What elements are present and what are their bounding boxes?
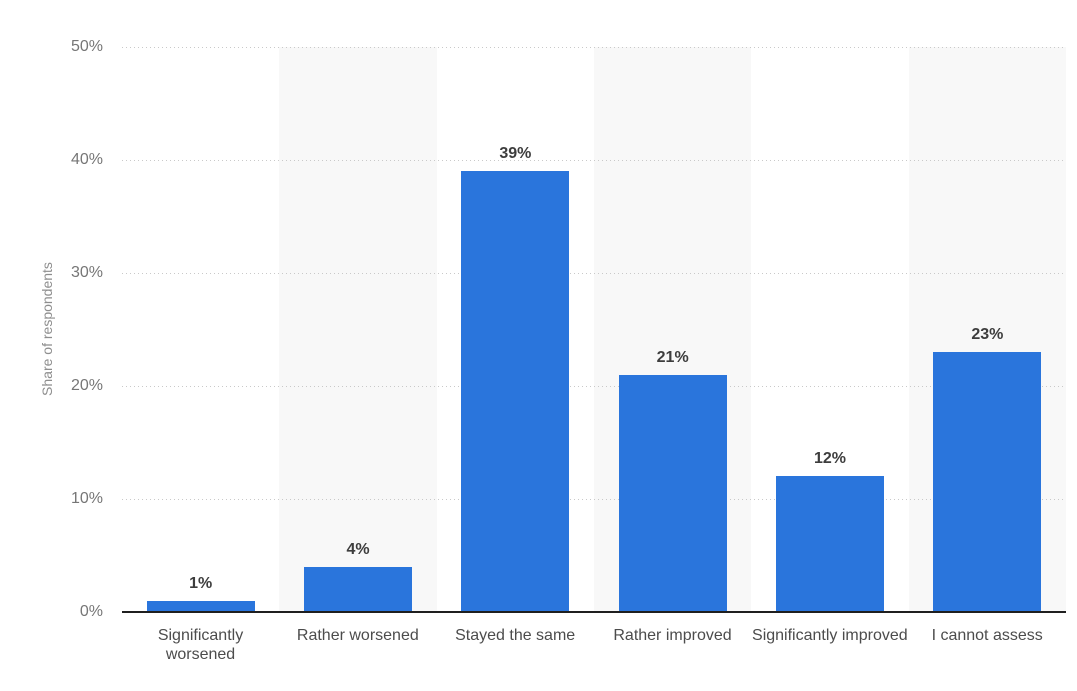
x-category-label: Rather worsened	[296, 627, 419, 644]
bar	[146, 601, 255, 612]
bar	[461, 171, 570, 612]
y-tick-label: 0%	[79, 603, 103, 620]
y-axis-title: Share of respondents	[39, 262, 55, 396]
x-category-label: Significantly worsened	[157, 627, 244, 663]
x-category-label: Stayed the same	[455, 627, 576, 644]
bar	[776, 476, 884, 612]
bar-value-label: 21%	[656, 349, 689, 366]
gridline	[122, 47, 1066, 48]
bar	[618, 375, 727, 612]
bar-value-label: 39%	[499, 145, 532, 162]
x-category-label: I cannot assess	[931, 627, 1043, 644]
y-tick-label: 20%	[70, 377, 103, 394]
plot-area: 1% Significantly worsened 4% Rather worsene…	[122, 47, 1066, 663]
x-axis-line	[122, 611, 1066, 613]
bar-value-label: 1%	[189, 575, 213, 592]
x-category-label: Rather improved	[613, 627, 732, 644]
y-tick-label: 40%	[70, 151, 103, 168]
bar-value-label: 23%	[971, 326, 1004, 343]
gridline	[122, 386, 1066, 387]
bar-value-label: 12%	[813, 450, 847, 467]
y-tick-label: 10%	[70, 490, 103, 507]
gridline	[122, 273, 1066, 274]
y-tick-label: 30%	[70, 264, 103, 281]
bar	[304, 567, 412, 612]
bar-value-label: 4%	[346, 541, 370, 558]
column-stripe	[279, 47, 437, 612]
gridline	[122, 160, 1066, 161]
y-tick-label: 50%	[70, 38, 103, 55]
bar	[933, 352, 1042, 612]
gridline	[122, 499, 1066, 500]
x-category-label: Significantly improved	[752, 627, 908, 644]
